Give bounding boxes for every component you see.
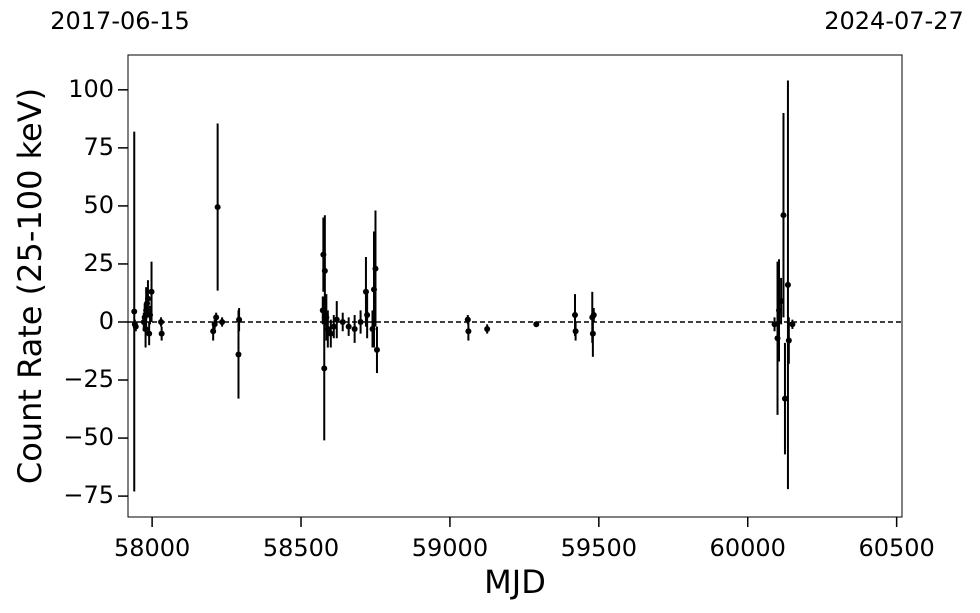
data-point [789, 321, 796, 328]
y-axis-label: Count Rate (25-100 keV) [11, 88, 49, 484]
top-date-label: 2024-07-27 [824, 7, 963, 35]
x-tick-label: 59500 [561, 534, 637, 562]
x-tick-label: 58000 [114, 534, 190, 562]
data-point [784, 281, 791, 288]
plot-frame [127, 54, 903, 518]
y-tick-label: −75 [63, 481, 114, 509]
y-tick-label: −25 [63, 365, 114, 393]
x-tick-label: 59000 [412, 534, 488, 562]
data-point [785, 337, 792, 344]
data-point [333, 316, 340, 323]
data-point [781, 395, 788, 402]
y-tick-label: 25 [83, 249, 114, 277]
data-point [210, 328, 217, 335]
data-point [771, 321, 778, 328]
top-date-label: 2017-06-15 [50, 7, 189, 35]
data-point [351, 325, 358, 332]
data-point [148, 288, 155, 295]
data-point [572, 328, 579, 335]
data-point [236, 316, 243, 323]
data-point [131, 308, 138, 315]
data-point [590, 312, 597, 319]
data-point [324, 325, 331, 332]
data-point [372, 265, 379, 272]
data-point [158, 330, 165, 337]
data-point [589, 330, 596, 337]
data-point [373, 346, 380, 353]
y-tick-label: 50 [83, 191, 114, 219]
data-point [464, 316, 471, 323]
data-point [214, 204, 221, 211]
data-point [321, 365, 328, 372]
data-point [327, 330, 334, 337]
data-point [364, 312, 371, 319]
data-point [533, 321, 540, 328]
data-point [484, 325, 491, 332]
y-tick-label: 100 [68, 75, 114, 103]
y-tick-label: −50 [63, 423, 114, 451]
data-point [345, 323, 352, 330]
y-tick-label: 75 [83, 133, 114, 161]
x-tick-label: 58500 [263, 534, 339, 562]
x-axis-label: MJD [484, 563, 546, 601]
x-tick-label: 60000 [710, 534, 786, 562]
y-tick-label: 0 [99, 307, 114, 335]
data-point [213, 314, 220, 321]
data-point [572, 312, 579, 319]
data-point [219, 318, 226, 325]
data-point [780, 212, 787, 219]
data-point [321, 267, 328, 274]
data-point [132, 323, 139, 330]
data-point [235, 351, 242, 358]
data-point [144, 295, 151, 302]
x-tick-label: 60500 [858, 534, 934, 562]
data-point [357, 318, 364, 325]
data-point [158, 318, 165, 325]
data-point [211, 321, 218, 328]
data-point [339, 318, 346, 325]
data-point [146, 330, 153, 337]
data-point [330, 323, 337, 330]
data-point [465, 328, 472, 335]
